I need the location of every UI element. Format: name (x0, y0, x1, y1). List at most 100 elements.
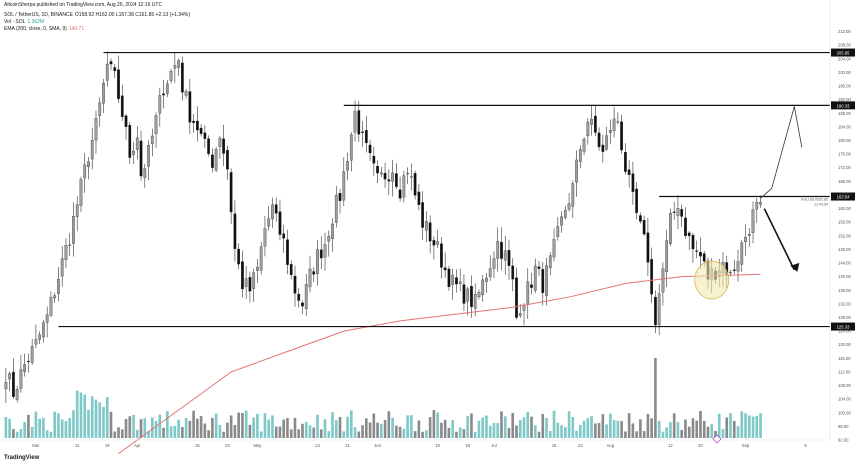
volume-bar (552, 410, 556, 438)
highlight-circle (694, 260, 730, 300)
time-axis[interactable]: Mar 11 19 Apr 15 23 May 13 21 Jun 10 18 Jul 15 22 Aug 12… (0, 434, 830, 448)
price-tick-label: 168.00 (838, 179, 851, 184)
volume-bar (349, 410, 353, 438)
candle-body (128, 124, 132, 158)
event-marker-icon (712, 434, 722, 444)
volume-bar (714, 430, 717, 438)
candle-body (402, 175, 406, 198)
volume-bar (526, 411, 530, 438)
volume-bar (582, 420, 586, 438)
volume-bar (203, 423, 207, 438)
volume-bar (304, 421, 308, 438)
volume-bar (132, 414, 135, 438)
volume-bar (627, 413, 631, 438)
candle-body (226, 149, 229, 170)
candle-body (379, 172, 383, 175)
volume-bar (654, 358, 657, 438)
price-tick-label: 128.00 (838, 315, 851, 320)
candle-body (263, 228, 267, 247)
level-label: 205.85 (837, 51, 850, 56)
volume-bar (327, 431, 331, 438)
volume-bar (560, 425, 563, 438)
volume-bar (657, 420, 661, 438)
candle-body (676, 208, 680, 216)
candle-body (601, 144, 605, 152)
candle-body (124, 115, 128, 127)
price-tick-label: 96.00 (838, 424, 849, 429)
candle-body (87, 161, 90, 168)
candle-body (4, 381, 8, 390)
volume-bar (744, 413, 747, 438)
price-axis[interactable]: 92.00 96.00 100.00 104.00 108.00 112.00 116.00… (829, 0, 851, 443)
candle-body (90, 140, 94, 160)
candle-body (642, 220, 646, 235)
candle-body (196, 120, 199, 131)
candle-body (346, 161, 349, 171)
time-tick-label: 22 (578, 443, 583, 448)
candle-body (492, 258, 496, 269)
volume-bar (556, 422, 560, 438)
candle-body (515, 277, 518, 318)
price-tick-label: 164.00 (838, 192, 851, 197)
time-tick-label: Mar (32, 443, 40, 448)
candle-body (657, 293, 661, 325)
price-tick-label: 176.00 (838, 152, 851, 157)
price-tick-label: 116.00 (838, 356, 851, 361)
candle-body (8, 373, 11, 380)
volume-bar (669, 422, 672, 438)
volume-bar (594, 423, 597, 438)
candle-body (477, 292, 481, 298)
volume-bar (646, 413, 650, 438)
volume-bar (515, 425, 518, 438)
volume-bar (75, 390, 79, 438)
candle-body (650, 259, 654, 295)
candle-body (27, 360, 30, 363)
volume-bar (443, 419, 447, 438)
candle-body (665, 240, 669, 272)
candle-body (620, 121, 623, 151)
current-symbol-label: SOLUSDT (801, 197, 819, 201)
candle-body (575, 159, 578, 183)
candle-body (135, 137, 139, 150)
price-tick-label: 152.00 (838, 233, 851, 238)
volume-bar (147, 430, 150, 438)
volume-bar (30, 426, 34, 438)
volume-bar (635, 431, 638, 438)
volume-bar (440, 422, 443, 438)
symbol-name[interactable]: SOL / TetherUS, 1D, BINANCE (4, 12, 73, 18)
volume-bar (590, 416, 593, 438)
volume-value: 1.362M (27, 19, 45, 25)
candle-body (132, 150, 135, 155)
volume-bar (665, 427, 668, 438)
volume-bar (218, 424, 222, 438)
candle-body (113, 67, 117, 72)
volume-bar (331, 412, 334, 438)
volume-bar (139, 419, 143, 438)
candle-body (398, 189, 402, 199)
tradingview-logo: TradingView (4, 455, 40, 461)
volume-bar (470, 413, 473, 438)
candle-body (19, 369, 23, 389)
candle-body (729, 271, 732, 274)
volume-bar (286, 418, 289, 438)
volume-bar (759, 413, 762, 438)
candle-body (353, 111, 357, 133)
candle-body (759, 202, 762, 205)
candle-body (218, 137, 222, 147)
price-tick-label: 108.00 (838, 383, 851, 388)
volume-bar (503, 416, 507, 438)
volume-bar (8, 418, 11, 438)
candle-body (45, 314, 49, 323)
candle-body (372, 155, 376, 164)
volume-label[interactable]: Vol · SOL (4, 19, 26, 25)
candle-body (173, 65, 177, 69)
candle-body (23, 364, 27, 372)
candle-body (635, 188, 638, 213)
candle-body (432, 240, 436, 246)
ema-label[interactable]: EMA (200, close, 0, SMA, 9) (4, 26, 67, 32)
volume-bar (695, 420, 699, 438)
volume-bar (639, 419, 642, 438)
candle-body (421, 202, 424, 228)
volume-bar (691, 418, 695, 438)
